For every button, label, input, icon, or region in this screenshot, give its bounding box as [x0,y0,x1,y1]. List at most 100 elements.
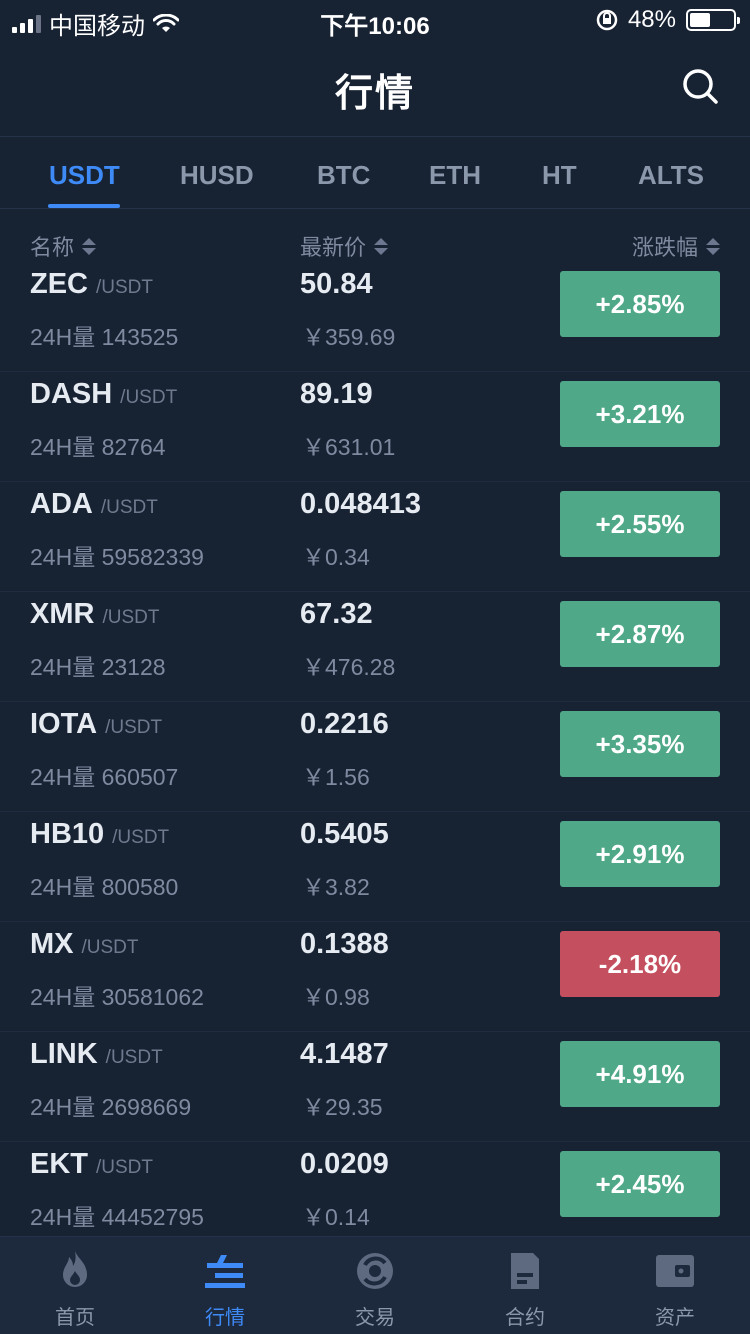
last-price: 0.048413 [300,488,421,520]
status-bar: 中国移动 下午10:06 48% [0,0,750,40]
last-price: 0.0209 [300,1148,389,1180]
status-right: 48% [596,6,740,34]
change-badge[interactable]: +2.91% [560,821,720,887]
quote-currency: /USDT [105,1047,163,1068]
market-row-dash[interactable]: DASH/USDT 24H量 82764 89.19 ￥631.01 +3.21… [0,372,750,482]
nav-market[interactable]: 行情 [150,1237,300,1334]
quote-tabs: USDT HUSD BTC ETH HT ALTS [0,138,750,209]
quote-currency: /USDT [81,937,139,958]
pair-symbol: XMR/USDT [30,598,160,630]
sort-icon [374,237,389,255]
last-price: 50.84 [300,268,373,300]
nav-header: 行情 [0,40,750,137]
change-badge[interactable]: -2.18% [560,931,720,997]
market-row-zec[interactable]: ZEC/USDT 24H量 143525 50.84 ￥359.69 +2.85… [0,262,750,372]
tab-husd[interactable]: HUSD [180,160,254,190]
quote-currency: /USDT [120,387,178,408]
nav-label: 资产 [655,1307,695,1329]
signal-icon [12,14,41,33]
sort-by-price[interactable]: 最新价 [300,230,389,262]
sort-by-change[interactable]: 涨跌幅 [632,230,720,262]
market-row-ada[interactable]: ADA/USDT 24H量 59582339 0.048413 ￥0.34 +2… [0,482,750,592]
market-row-ekt[interactable]: EKT/USDT 24H量 44452795 0.0209 ￥0.14 +2.4… [0,1142,750,1252]
nav-label: 交易 [355,1307,395,1329]
quote-currency: /USDT [105,717,163,738]
quote-currency: /USDT [96,1157,153,1178]
tab-btc[interactable]: BTC [317,160,371,190]
market-row-hb10[interactable]: HB10/USDT 24H量 800580 0.5405 ￥3.82 +2.91… [0,812,750,922]
cny-price: ￥476.28 [302,654,396,680]
active-tab-indicator [48,204,120,208]
last-price: 89.19 [300,378,373,410]
tab-alts[interactable]: ALTS [638,160,704,190]
column-price-label: 最新价 [300,235,367,260]
battery-label: 48% [627,6,676,33]
cny-price: ￥1.56 [302,764,370,790]
column-headers: 名称 最新价 涨跌幅 [0,226,750,262]
change-badge[interactable]: +2.55% [560,491,720,557]
change-badge[interactable]: +2.85% [560,271,720,337]
tab-ht[interactable]: HT [542,160,577,190]
exchange-icon [357,1253,393,1289]
market-row-link[interactable]: LINK/USDT 24H量 2698669 4.1487 ￥29.35 +4.… [0,1032,750,1142]
pair-symbol: ADA/USDT [30,488,158,520]
page-title: 行情 [334,73,415,115]
nav-label: 行情 [205,1307,245,1329]
search-icon[interactable] [680,66,720,106]
cny-price: ￥29.35 [302,1094,383,1120]
pair-symbol: MX/USDT [30,928,139,960]
pair-symbol: IOTA/USDT [30,708,163,740]
volume-24h: 24H量 30581062 [30,984,204,1010]
nav-home[interactable]: 首页 [0,1237,150,1334]
bottom-nav: 首页 行情 交易 合约 资产 [0,1236,750,1334]
column-name-label: 名称 [30,235,75,260]
tab-eth[interactable]: ETH [429,160,481,190]
market-list: ZEC/USDT 24H量 143525 50.84 ￥359.69 +2.85… [0,262,750,1252]
volume-24h: 24H量 143525 [30,324,179,350]
change-badge[interactable]: +3.21% [560,381,720,447]
contract-icon [511,1253,539,1289]
wifi-icon [153,13,179,32]
volume-24h: 24H量 82764 [30,434,166,460]
pair-symbol: DASH/USDT [30,378,178,410]
last-price: 0.5405 [300,818,389,850]
tab-usdt[interactable]: USDT [49,160,120,190]
nav-trade[interactable]: 交易 [300,1237,450,1334]
volume-24h: 24H量 2698669 [30,1094,192,1120]
sort-icon [82,237,97,255]
sort-by-name[interactable]: 名称 [30,230,97,262]
change-badge[interactable]: +2.45% [560,1151,720,1217]
pair-symbol: EKT/USDT [30,1148,153,1180]
flame-icon [63,1251,87,1287]
battery-fill [690,13,711,27]
volume-24h: 24H量 660507 [30,764,179,790]
sort-icon [706,237,720,255]
battery-icon [686,9,740,31]
quote-currency: /USDT [100,497,158,518]
change-badge[interactable]: +2.87% [560,601,720,667]
change-badge[interactable]: +3.35% [560,711,720,777]
carrier-label: 中国移动 [49,13,145,40]
rotation-lock-icon [596,9,618,31]
volume-24h: 24H量 44452795 [30,1204,204,1230]
market-row-xmr[interactable]: XMR/USDT 24H量 23128 67.32 ￥476.28 +2.87% [0,592,750,702]
last-price: 0.2216 [300,708,389,740]
nav-contract[interactable]: 合约 [450,1237,600,1334]
quote-currency: /USDT [112,827,170,848]
nav-label: 合约 [505,1307,545,1329]
nav-label: 首页 [55,1307,95,1329]
volume-24h: 24H量 59582339 [30,544,204,570]
cny-price: ￥631.01 [302,434,396,460]
cny-price: ￥359.69 [302,324,396,350]
volume-24h: 24H量 23128 [30,654,166,680]
pair-symbol: LINK/USDT [30,1038,163,1070]
pair-symbol: HB10/USDT [30,818,170,850]
status-left: 中国移动 [12,6,179,41]
market-row-mx[interactable]: MX/USDT 24H量 30581062 0.1388 ￥0.98 -2.18… [0,922,750,1032]
nav-assets[interactable]: 资产 [600,1237,750,1334]
cny-price: ￥0.34 [302,544,370,570]
market-row-iota[interactable]: IOTA/USDT 24H量 660507 0.2216 ￥1.56 +3.35… [0,702,750,812]
status-time: 下午10:06 [320,13,430,40]
pair-symbol: ZEC/USDT [30,268,153,300]
change-badge[interactable]: +4.91% [560,1041,720,1107]
